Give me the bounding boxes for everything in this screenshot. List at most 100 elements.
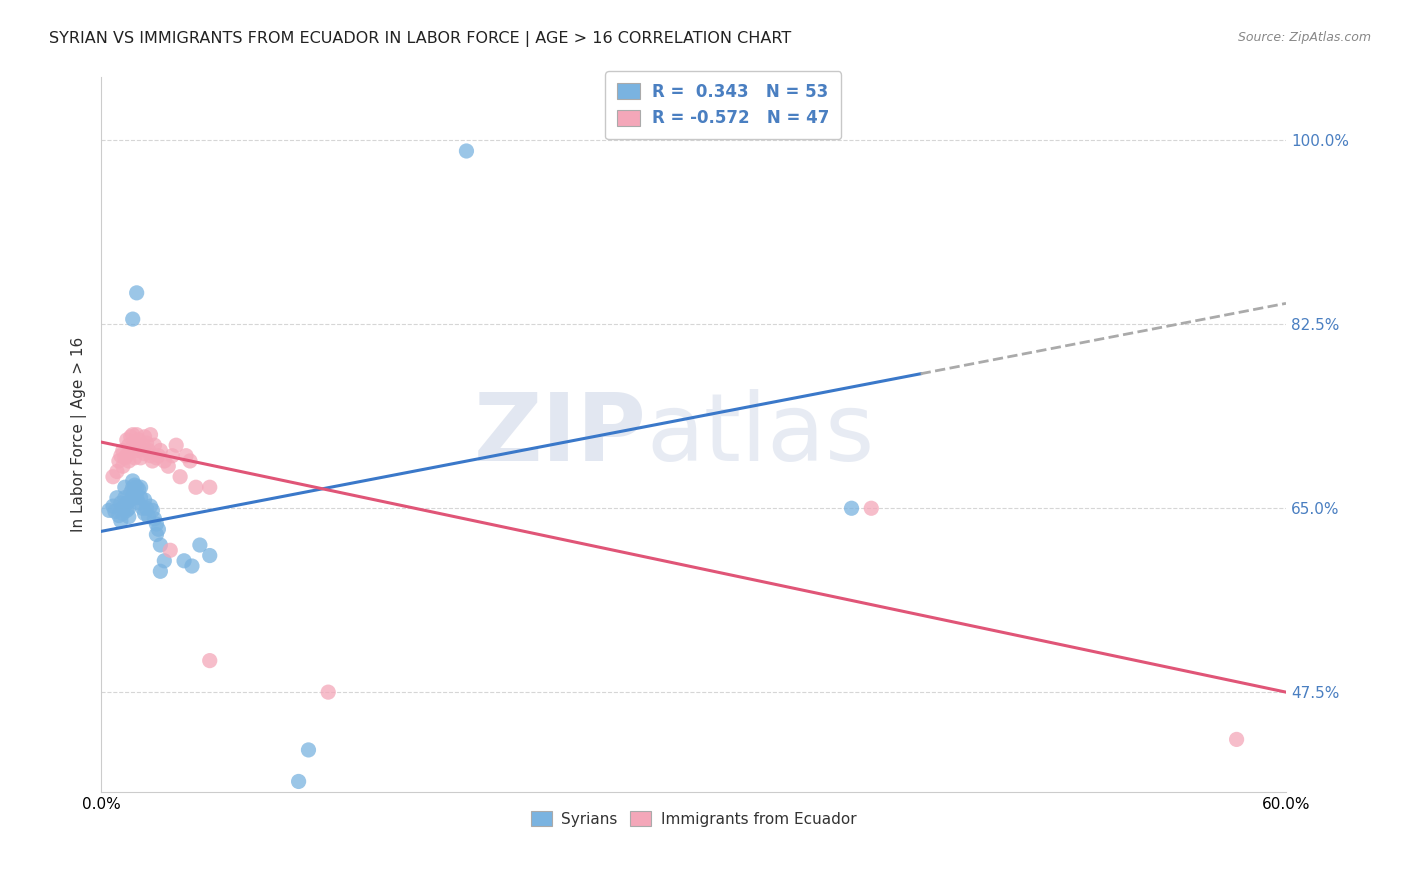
Point — [110, 496, 132, 510]
Point — [135, 436, 157, 450]
Point — [104, 504, 127, 518]
Point — [128, 496, 150, 510]
Point — [149, 564, 172, 578]
Point — [169, 469, 191, 483]
Point — [1226, 732, 1249, 747]
Point — [149, 443, 172, 458]
Point — [108, 454, 131, 468]
Point — [159, 543, 181, 558]
Point — [165, 438, 187, 452]
Point — [105, 491, 128, 505]
Point — [115, 433, 138, 447]
Point — [111, 501, 134, 516]
Point — [121, 440, 143, 454]
Point — [148, 449, 170, 463]
Point — [128, 483, 150, 497]
Point — [198, 654, 221, 668]
Text: Source: ZipAtlas.com: Source: ZipAtlas.com — [1237, 31, 1371, 45]
Point — [128, 433, 150, 447]
Point — [111, 459, 134, 474]
Point — [124, 485, 146, 500]
Point — [125, 491, 148, 505]
Point — [179, 454, 201, 468]
Point — [148, 522, 170, 536]
Text: atlas: atlas — [647, 389, 875, 481]
Point — [121, 474, 143, 488]
Point — [157, 459, 180, 474]
Point — [124, 450, 146, 465]
Point — [131, 501, 153, 516]
Point — [139, 499, 162, 513]
Text: ZIP: ZIP — [474, 389, 647, 481]
Point — [125, 480, 148, 494]
Point — [108, 508, 131, 523]
Point — [101, 469, 124, 483]
Point — [121, 480, 143, 494]
Point — [118, 454, 141, 468]
Point — [115, 496, 138, 510]
Point — [141, 454, 163, 468]
Point — [115, 449, 138, 463]
Point — [135, 501, 157, 516]
Point — [129, 450, 152, 465]
Point — [120, 492, 142, 507]
Point — [105, 465, 128, 479]
Point — [138, 509, 160, 524]
Point — [125, 427, 148, 442]
Point — [198, 549, 221, 563]
Point — [139, 427, 162, 442]
Point — [121, 312, 143, 326]
Point — [114, 450, 136, 465]
Point — [188, 538, 211, 552]
Point — [316, 685, 339, 699]
Point — [287, 774, 309, 789]
Point — [98, 503, 121, 517]
Point — [115, 503, 138, 517]
Point — [121, 491, 143, 505]
Point — [139, 449, 162, 463]
Point — [110, 514, 132, 528]
Point — [114, 480, 136, 494]
Text: SYRIAN VS IMMIGRANTS FROM ECUADOR IN LABOR FORCE | AGE > 16 CORRELATION CHART: SYRIAN VS IMMIGRANTS FROM ECUADOR IN LAB… — [49, 31, 792, 47]
Point — [125, 285, 148, 300]
Point — [110, 449, 132, 463]
Point — [173, 554, 195, 568]
Point — [134, 447, 156, 461]
Point — [145, 527, 167, 541]
Point — [143, 512, 166, 526]
Point — [124, 436, 146, 450]
Point — [124, 478, 146, 492]
Point — [125, 443, 148, 458]
Point — [297, 743, 319, 757]
Point — [120, 430, 142, 444]
Point — [111, 443, 134, 458]
Point — [134, 492, 156, 507]
Point — [198, 480, 221, 494]
Y-axis label: In Labor Force | Age > 16: In Labor Force | Age > 16 — [72, 337, 87, 533]
Point — [153, 454, 176, 468]
Point — [134, 507, 156, 521]
Point — [120, 485, 142, 500]
Point — [114, 491, 136, 505]
Point — [118, 501, 141, 516]
Point — [145, 450, 167, 465]
Point — [181, 559, 204, 574]
Point — [101, 499, 124, 513]
Point — [138, 443, 160, 458]
Point — [149, 538, 172, 552]
Point — [131, 438, 153, 452]
Point — [184, 480, 207, 494]
Point — [143, 438, 166, 452]
Point — [174, 449, 197, 463]
Point — [111, 507, 134, 521]
Point — [129, 442, 152, 457]
Point — [160, 449, 183, 463]
Point — [141, 503, 163, 517]
Point — [153, 554, 176, 568]
Point — [118, 509, 141, 524]
Point — [841, 501, 863, 516]
Point — [129, 491, 152, 505]
Point — [456, 144, 478, 158]
Point — [134, 430, 156, 444]
Point — [145, 516, 167, 531]
